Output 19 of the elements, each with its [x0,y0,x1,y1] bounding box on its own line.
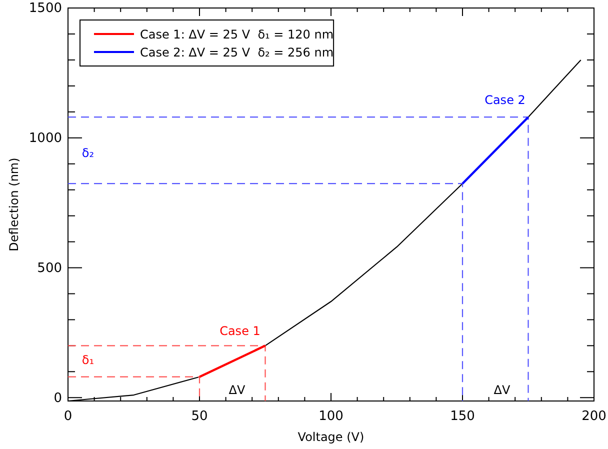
annotation: δ₂ [82,146,94,160]
annotation: Case 1 [220,324,260,338]
x-tick-label: 50 [191,409,208,424]
y-tick-label: 1000 [28,131,62,146]
x-tick-label: 200 [582,409,606,424]
y-tick-label: 1500 [28,1,62,16]
y-axis-title: Deflection (nm) [7,158,21,252]
legend-label: Case 1: ΔV = 25 V δ₁ = 120 nm [140,28,334,42]
legend-label: Case 2: ΔV = 25 V δ₂ = 256 nm [140,46,334,60]
x-tick-label: 100 [318,409,344,424]
y-tick-label: 500 [37,260,62,276]
x-tick-label: 150 [450,409,475,424]
annotation: δ₁ [82,353,94,367]
x-axis-title: Voltage (V) [298,430,364,444]
x-tick-label: 0 [64,409,72,424]
y-tick-label: 0 [54,390,62,406]
annotation: ΔV [228,383,246,397]
annotation: Case 2 [484,93,526,107]
annotation: ΔV [494,383,511,397]
